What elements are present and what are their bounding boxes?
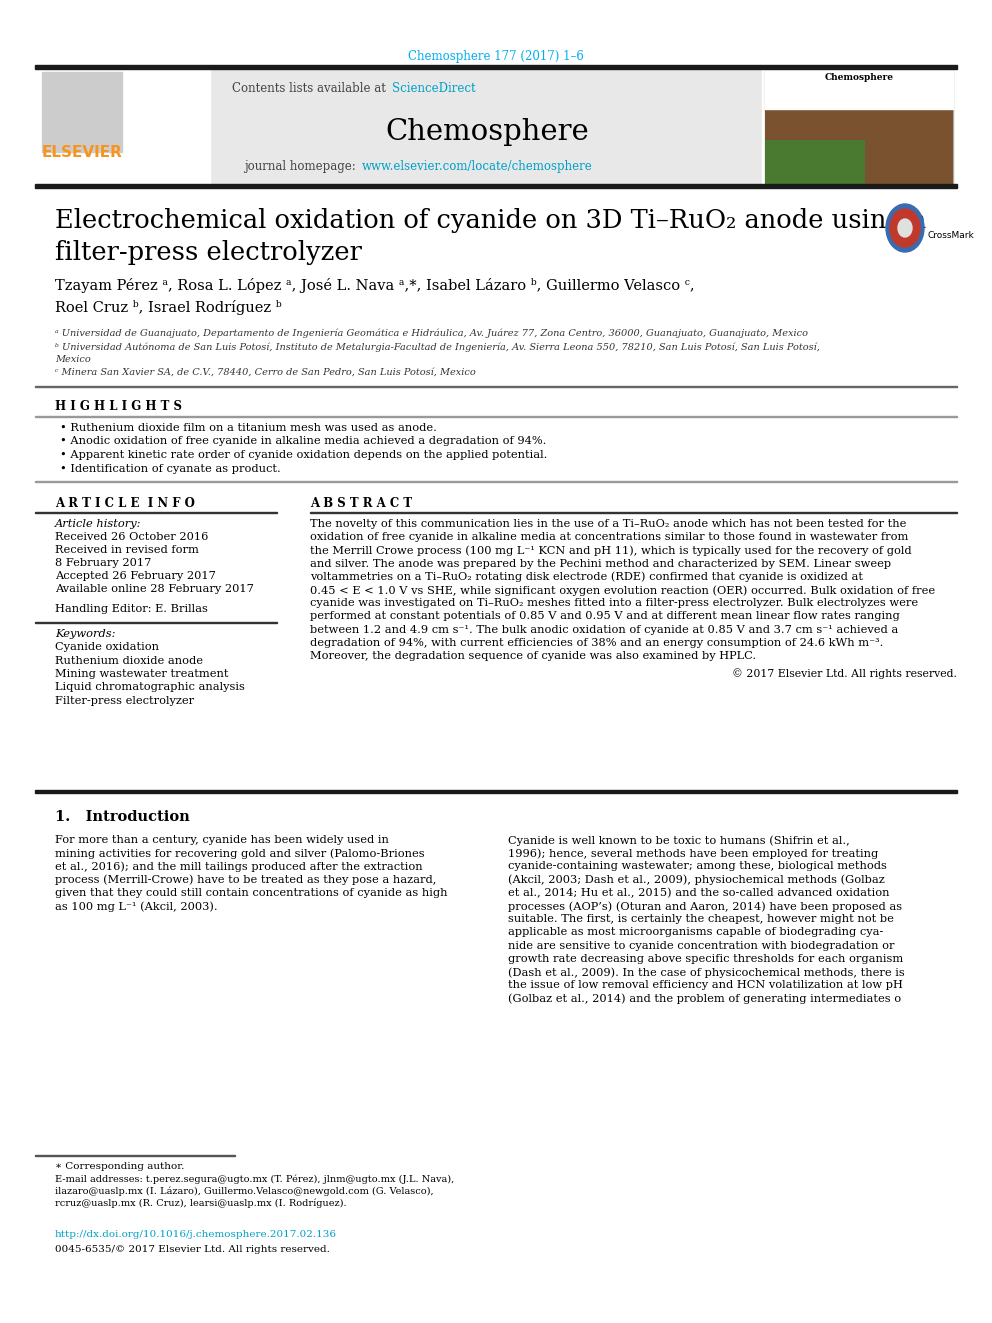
Text: A B S T R A C T: A B S T R A C T [310,497,412,509]
Bar [35,790,957,792]
Text: Tzayam Pérez ᵃ, Rosa L. López ᵃ, José L. Nava ᵃ,*, Isabel Lázaro ᵇ, Guillermo Ve: Tzayam Pérez ᵃ, Rosa L. López ᵃ, José L.… [55,278,694,292]
Text: www.elsevier.com/locate/chemosphere: www.elsevier.com/locate/chemosphere [362,160,593,173]
Bar [765,71,953,184]
Text: process (Merrill-Crowe) have to be treated as they pose a hazard,: process (Merrill-Crowe) have to be treat… [55,875,436,885]
Text: 1.   Introduction: 1. Introduction [55,810,189,824]
Bar [35,69,210,184]
Text: Available online 28 February 2017: Available online 28 February 2017 [55,583,254,594]
Text: et al., 2016); and the mill tailings produced after the extraction: et al., 2016); and the mill tailings pro… [55,861,423,872]
Text: 8 February 2017: 8 February 2017 [55,558,152,568]
Text: • Apparent kinetic rate order of cyanide oxidation depends on the applied potent: • Apparent kinetic rate order of cyanide… [60,450,548,460]
Text: E-mail addresses: t.perez.segura@ugto.mx (T. Pérez), jlnm@ugto.mx (J.L. Nava),: E-mail addresses: t.perez.segura@ugto.mx… [55,1175,454,1184]
Bar [762,69,957,184]
Text: filter-press electrolyzer: filter-press electrolyzer [55,239,362,265]
Text: Chemosphere: Chemosphere [385,118,589,146]
Text: (Dash et al., 2009). In the case of physicochemical methods, there is: (Dash et al., 2009). In the case of phys… [508,967,905,978]
Text: Handling Editor: E. Brillas: Handling Editor: E. Brillas [55,605,208,614]
Text: nide are sensitive to cyanide concentration with biodegradation or: nide are sensitive to cyanide concentrat… [508,941,895,951]
Bar [35,184,957,188]
Text: growth rate decreasing above specific thresholds for each organism: growth rate decreasing above specific th… [508,954,904,963]
Text: • Ruthenium dioxide film on a titanium mesh was used as anode.: • Ruthenium dioxide film on a titanium m… [60,423,436,433]
Text: • Anodic oxidation of free cyanide in alkaline media achieved a degradation of 9: • Anodic oxidation of free cyanide in al… [60,437,547,446]
Text: given that they could still contain concentrations of cyanide as high: given that they could still contain conc… [55,888,447,898]
Text: cyanide was investigated on Ti–RuO₂ meshes fitted into a filter-press electrolyz: cyanide was investigated on Ti–RuO₂ mesh… [310,598,919,609]
Bar [765,108,953,184]
Text: Moreover, the degradation sequence of cyanide was also examined by HPLC.: Moreover, the degradation sequence of cy… [310,651,756,662]
Text: voltammetries on a Ti–RuO₂ rotating disk electrode (RDE) confirmed that cyanide : voltammetries on a Ti–RuO₂ rotating disk… [310,572,863,582]
Text: The novelty of this communication lies in the use of a Ti–RuO₂ anode which has n: The novelty of this communication lies i… [310,519,907,529]
Text: ᶜ Minera San Xavier SA, de C.V., 78440, Cerro de San Pedro, San Luis Potosí, Mex: ᶜ Minera San Xavier SA, de C.V., 78440, … [55,368,476,377]
Text: A R T I C L E  I N F O: A R T I C L E I N F O [55,497,194,509]
Text: ELSEVIER: ELSEVIER [42,146,123,160]
Text: © 2017 Elsevier Ltd. All rights reserved.: © 2017 Elsevier Ltd. All rights reserved… [732,668,957,679]
Text: Mining wastewater treatment: Mining wastewater treatment [55,669,228,679]
Text: Received in revised form: Received in revised form [55,545,198,556]
Text: • Identification of cyanate as product.: • Identification of cyanate as product. [60,463,281,474]
Text: Roel Cruz ᵇ, Israel Rodríguez ᵇ: Roel Cruz ᵇ, Israel Rodríguez ᵇ [55,300,282,315]
Text: For more than a century, cyanide has been widely used in: For more than a century, cyanide has bee… [55,835,389,845]
Text: H I G H L I G H T S: H I G H L I G H T S [55,400,182,413]
Text: http://dx.doi.org/10.1016/j.chemosphere.2017.02.136: http://dx.doi.org/10.1016/j.chemosphere.… [55,1230,337,1240]
Text: suitable. The first, is certainly the cheapest, however might not be: suitable. The first, is certainly the ch… [508,914,894,925]
Text: between 1.2 and 4.9 cm s⁻¹. The bulk anodic oxidation of cyanide at 0.85 V and 3: between 1.2 and 4.9 cm s⁻¹. The bulk ano… [310,624,898,635]
Text: processes (AOP’s) (Oturan and Aaron, 2014) have been proposed as: processes (AOP’s) (Oturan and Aaron, 201… [508,901,902,912]
Text: ScienceDirect: ScienceDirect [392,82,475,95]
Text: the issue of low removal efficiency and HCN volatilization at low pH: the issue of low removal efficiency and … [508,980,903,990]
Ellipse shape [898,220,912,237]
Text: Accepted 26 February 2017: Accepted 26 February 2017 [55,572,216,581]
Text: performed at constant potentials of 0.85 V and 0.95 V and at different mean line: performed at constant potentials of 0.85… [310,611,900,622]
Text: ∗ Corresponding author.: ∗ Corresponding author. [55,1162,185,1171]
Text: CrossMark: CrossMark [927,232,974,241]
Text: Contents lists available at: Contents lists available at [232,82,390,95]
Bar [765,71,953,108]
Text: Received 26 October 2016: Received 26 October 2016 [55,532,208,542]
Text: Electrochemical oxidation of cyanide on 3D Ti–RuO₂ anode using a: Electrochemical oxidation of cyanide on … [55,208,927,233]
Text: mining activities for recovering gold and silver (Palomo-Briones: mining activities for recovering gold an… [55,848,425,859]
Text: Cyanide is well known to be toxic to humans (Shifrin et al.,: Cyanide is well known to be toxic to hum… [508,835,850,845]
Text: Article history:: Article history: [55,519,142,529]
Text: Chemosphere: Chemosphere [824,73,894,82]
Text: 1996); hence, several methods have been employed for treating: 1996); hence, several methods have been … [508,848,878,859]
Text: as 100 mg L⁻¹ (Akcil, 2003).: as 100 mg L⁻¹ (Akcil, 2003). [55,901,217,912]
Text: the Merrill Crowe process (100 mg L⁻¹ KCN and pH 11), which is typically used fo: the Merrill Crowe process (100 mg L⁻¹ KC… [310,545,912,556]
Text: oxidation of free cyanide in alkaline media at concentrations similar to those f: oxidation of free cyanide in alkaline me… [310,532,909,542]
Ellipse shape [886,204,924,251]
Text: Filter-press electrolyzer: Filter-press electrolyzer [55,696,194,706]
Text: 0.45 < E < 1.0 V vs SHE, while significant oxygen evolution reaction (OER) occur: 0.45 < E < 1.0 V vs SHE, while significa… [310,585,935,595]
Text: (Golbaz et al., 2014) and the problem of generating intermediates o: (Golbaz et al., 2014) and the problem of… [508,994,901,1004]
Bar [35,65,957,69]
Bar [42,71,122,152]
Text: rcruz@uaslp.mx (R. Cruz), learsi@uaslp.mx (I. Rodríguez).: rcruz@uaslp.mx (R. Cruz), learsi@uaslp.m… [55,1199,346,1208]
Text: ᵇ Universidad Autónoma de San Luis Potosí, Instituto de Metalurgia-Facultad de I: ᵇ Universidad Autónoma de San Luis Potos… [55,343,819,352]
Text: 0045-6535/© 2017 Elsevier Ltd. All rights reserved.: 0045-6535/© 2017 Elsevier Ltd. All right… [55,1245,330,1254]
Text: Mexico: Mexico [55,355,90,364]
Text: ilazaro@uaslp.mx (I. Lázaro), Guillermo.Velasco@newgold.com (G. Velasco),: ilazaro@uaslp.mx (I. Lázaro), Guillermo.… [55,1187,434,1196]
Text: journal homepage:: journal homepage: [244,160,360,173]
Text: degradation of 94%, with current efficiencies of 38% and an energy consumption o: degradation of 94%, with current efficie… [310,638,883,648]
Text: Cyanide oxidation: Cyanide oxidation [55,642,159,652]
Text: and silver. The anode was prepared by the Pechini method and characterized by SE: and silver. The anode was prepared by th… [310,558,891,569]
Text: cyanide-containing wastewater; among these, biological methods: cyanide-containing wastewater; among the… [508,861,887,872]
Text: (Akcil, 2003; Dash et al., 2009), physiochemical methods (Golbaz: (Akcil, 2003; Dash et al., 2009), physio… [508,875,885,885]
Text: applicable as most microorganisms capable of biodegrading cya-: applicable as most microorganisms capabl… [508,927,883,938]
Text: Ruthenium dioxide anode: Ruthenium dioxide anode [55,655,203,665]
Text: Keywords:: Keywords: [55,628,115,639]
Ellipse shape [890,209,920,247]
Text: et al., 2014; Hu et al., 2015) and the so-called advanced oxidation: et al., 2014; Hu et al., 2015) and the s… [508,888,890,898]
Bar [765,140,865,184]
Bar [210,69,762,184]
Text: Chemosphere 177 (2017) 1–6: Chemosphere 177 (2017) 1–6 [408,50,584,64]
Text: ᵃ Universidad de Guanajuato, Departamento de Ingeniería Geomática e Hidráulica, : ᵃ Universidad de Guanajuato, Departament… [55,328,808,337]
Text: Liquid chromatographic analysis: Liquid chromatographic analysis [55,683,245,692]
